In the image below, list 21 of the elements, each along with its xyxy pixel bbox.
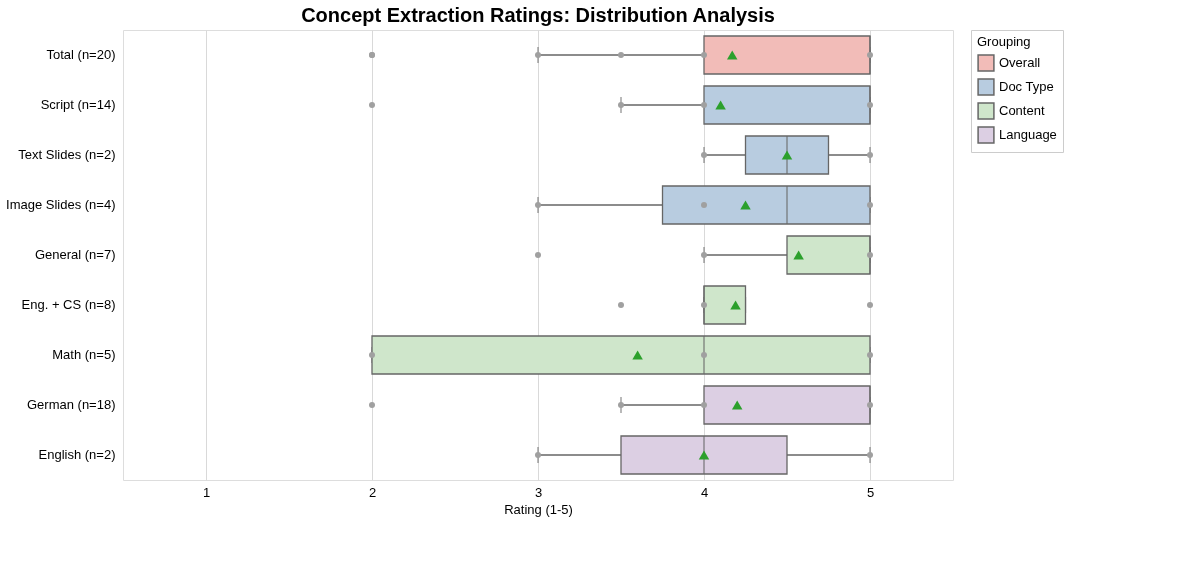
y-tick-label: English (n=2) [38, 447, 116, 462]
x-tick-label: 4 [700, 484, 709, 500]
y-tick-label: Math (n=5) [52, 347, 116, 362]
x-tick-label: 2 [368, 484, 377, 500]
x-tick-label: 3 [534, 484, 543, 500]
y-tick-label: Total (n=20) [46, 47, 116, 62]
legend-label: Content [999, 103, 1045, 118]
x-axis-title: Rating (1-5) [504, 501, 573, 517]
legend-label: Overall [999, 55, 1041, 70]
legend-label: Language [999, 127, 1057, 142]
x-tick-label: 1 [202, 484, 211, 500]
y-tick-label: Script (n=14) [40, 97, 116, 112]
y-tick-label: Eng. + CS (n=8) [21, 297, 116, 312]
y-tick-label: German (n=18) [26, 397, 116, 412]
y-tick-label: Image Slides (n=4) [6, 197, 116, 212]
chart-title: Concept Extraction Ratings: Distribution Analysis [301, 3, 775, 26]
legend-title: Grouping [977, 34, 1031, 49]
y-tick-label: General (n=7) [34, 247, 116, 262]
y-tick-label: Text Slides (n=2) [18, 147, 116, 162]
x-tick-label: 5 [866, 484, 875, 500]
legend-label: Doc Type [999, 79, 1054, 94]
